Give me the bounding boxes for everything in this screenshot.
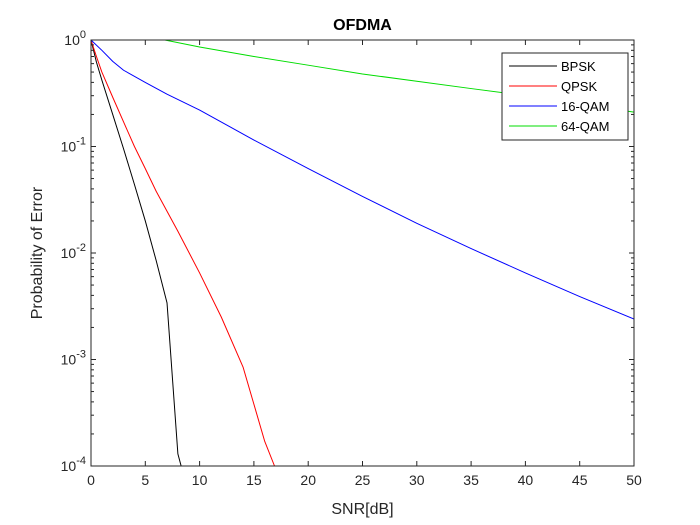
y-tick-label: 10-3 bbox=[61, 349, 86, 368]
legend: BPSK QPSK 16-QAM 64-QAM bbox=[501, 52, 629, 141]
legend-label-qpsk: QPSK bbox=[561, 79, 597, 94]
x-axis-title: SNR[dB] bbox=[331, 501, 393, 518]
x-tick-label: 50 bbox=[626, 472, 642, 488]
x-tick-label: 25 bbox=[355, 472, 371, 488]
legend-label-16-qam: 16-QAM bbox=[561, 99, 609, 114]
legend-label-64-qam: 64-QAM bbox=[561, 119, 609, 134]
y-tick-label: 10-1 bbox=[61, 136, 86, 155]
y-tick-label: 100 bbox=[64, 29, 86, 48]
legend-label-bpsk: BPSK bbox=[561, 59, 596, 74]
x-tick-label: 10 bbox=[192, 472, 208, 488]
legend-entries: BPSK QPSK 16-QAM 64-QAM bbox=[509, 59, 609, 134]
series-line-qpsk bbox=[91, 40, 275, 466]
x-tick-label: 40 bbox=[518, 472, 534, 488]
x-ticks: 0 5 10 15 20 25 30 35 40 45 50 bbox=[87, 40, 642, 488]
x-tick-label: 20 bbox=[300, 472, 316, 488]
series-line-bpsk bbox=[91, 40, 182, 466]
y-axis-title: Probability of Error bbox=[29, 186, 46, 319]
x-tick-label: 35 bbox=[463, 472, 479, 488]
y-tick-label: 10-2 bbox=[61, 242, 86, 261]
series-line-16-qam bbox=[91, 40, 634, 320]
y-tick-label: 10-4 bbox=[61, 455, 86, 474]
x-tick-label: 30 bbox=[409, 472, 425, 488]
x-tick-label: 45 bbox=[572, 472, 588, 488]
x-tick-label: 5 bbox=[141, 472, 149, 488]
y-ticks: 10-4 10-3 10-2 10-1 100 bbox=[61, 29, 634, 474]
x-tick-label: 15 bbox=[246, 472, 262, 488]
chart-title: OFDMA bbox=[333, 17, 392, 34]
x-tick-label: 0 bbox=[87, 472, 95, 488]
